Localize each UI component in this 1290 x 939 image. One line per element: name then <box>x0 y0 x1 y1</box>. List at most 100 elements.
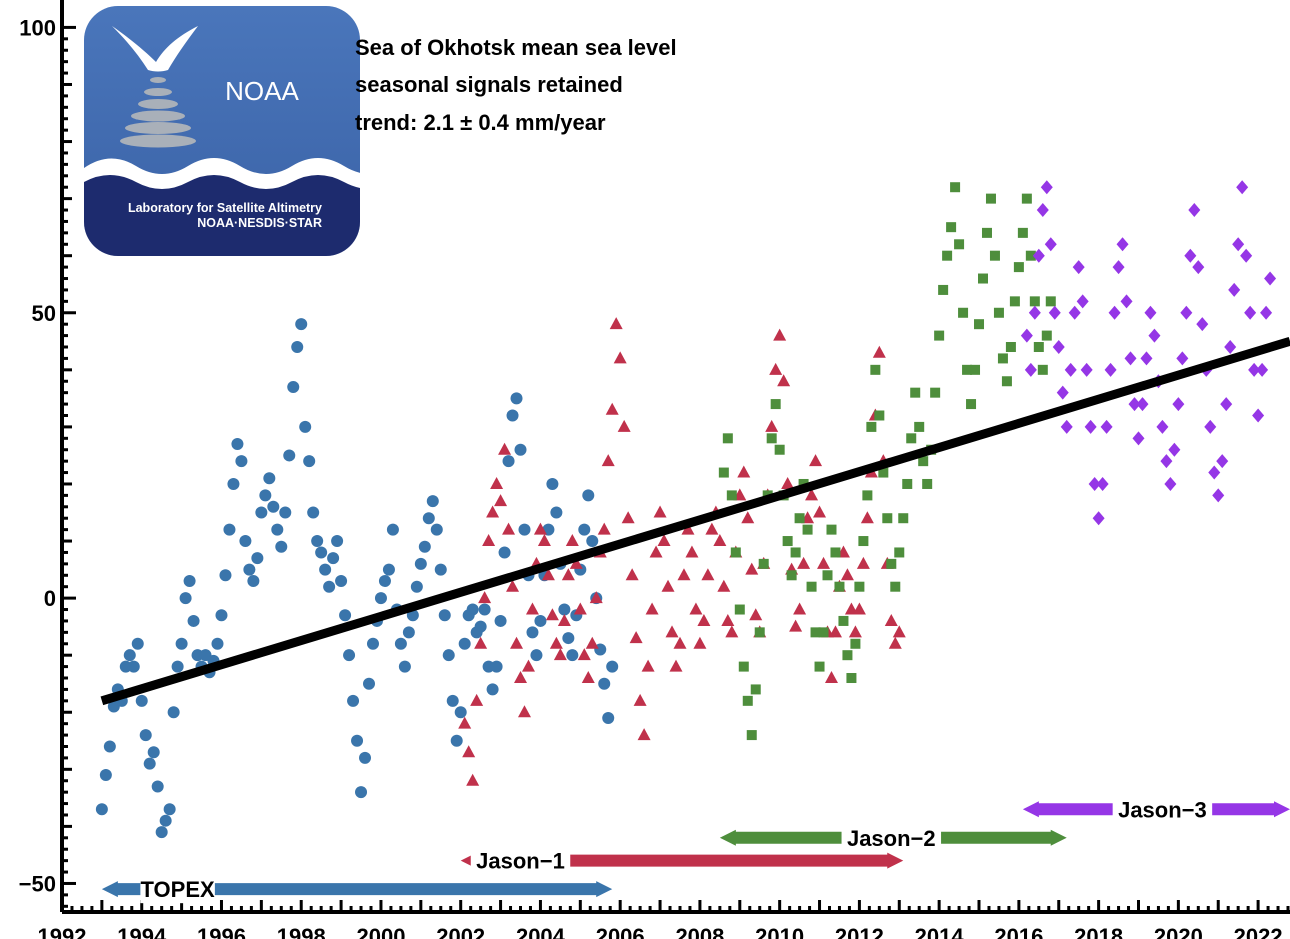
data-point <box>127 660 140 673</box>
data-point <box>1021 193 1032 204</box>
data-point <box>1037 364 1048 375</box>
data-point <box>637 728 651 741</box>
data-point <box>331 535 344 548</box>
data-point <box>494 494 508 507</box>
data-point <box>818 627 829 638</box>
data-point <box>765 419 779 432</box>
data-point <box>942 250 953 261</box>
data-point <box>605 402 619 415</box>
data-point <box>606 660 619 673</box>
data-point <box>283 449 296 462</box>
data-point <box>930 387 941 398</box>
data-point <box>1092 511 1105 526</box>
data-point <box>430 523 443 536</box>
data-point <box>163 803 176 816</box>
data-point <box>235 455 248 468</box>
data-point <box>625 568 639 581</box>
data-point <box>287 380 300 393</box>
data-point <box>609 317 623 330</box>
data-point <box>1124 351 1137 366</box>
data-point <box>726 490 737 501</box>
data-point <box>510 392 523 405</box>
data-point <box>99 769 112 782</box>
data-point <box>661 579 675 592</box>
data-point <box>1184 248 1197 263</box>
data-point <box>589 591 603 604</box>
data-point <box>934 330 945 341</box>
data-point <box>993 307 1004 318</box>
data-point <box>545 608 559 621</box>
data-point <box>295 318 308 331</box>
data-point <box>95 803 108 816</box>
data-point <box>745 562 759 575</box>
data-point <box>541 568 555 581</box>
data-point <box>319 563 332 576</box>
data-point <box>793 602 807 615</box>
data-point <box>537 534 551 547</box>
data-point <box>938 284 949 295</box>
logo-lower-panel <box>84 175 360 256</box>
data-point <box>689 602 703 615</box>
data-point <box>1024 362 1037 377</box>
data-point <box>981 227 992 238</box>
data-point <box>139 729 152 742</box>
data-point <box>834 581 845 592</box>
data-point <box>486 505 500 518</box>
data-point <box>810 627 821 638</box>
data-point <box>502 522 516 535</box>
data-point <box>434 563 447 576</box>
data-point <box>147 746 160 759</box>
data-point <box>1100 419 1113 434</box>
data-point <box>394 637 407 650</box>
data-point <box>669 659 683 672</box>
data-point <box>737 465 751 478</box>
data-point <box>758 558 769 569</box>
data-point <box>171 660 184 673</box>
data-point <box>922 478 933 489</box>
mission-bars: TOPEX Jason−1 Jason−2 Jason−3 <box>101 795 1290 904</box>
data-point <box>521 659 535 672</box>
data-point <box>223 523 236 536</box>
data-point <box>888 636 902 649</box>
data-point <box>458 637 471 650</box>
data-point <box>809 454 823 467</box>
annotation-line-2: seasonal signals retained <box>355 72 623 97</box>
data-point <box>750 684 761 695</box>
data-point <box>1044 237 1057 252</box>
data-point <box>562 632 575 645</box>
data-point <box>856 556 870 569</box>
x-tick-label: 1992 <box>38 924 87 939</box>
data-point <box>1017 227 1028 238</box>
data-point <box>1076 294 1089 309</box>
data-point <box>271 523 284 536</box>
data-point <box>721 613 735 626</box>
data-point <box>806 581 817 592</box>
data-point <box>782 536 793 547</box>
data-point <box>842 650 853 661</box>
data-point <box>279 506 292 519</box>
mission-bar: Jason−3 <box>1022 795 1290 824</box>
data-point <box>183 574 196 587</box>
data-point <box>410 580 423 593</box>
data-point <box>602 711 615 724</box>
data-point <box>355 786 368 799</box>
data-point <box>766 433 777 444</box>
x-tick-label: 2020 <box>1154 924 1203 939</box>
data-point <box>1140 351 1153 366</box>
data-point <box>506 579 520 592</box>
data-point <box>553 648 567 661</box>
data-point <box>291 341 304 354</box>
data-point <box>1080 362 1093 377</box>
y-tick-label: 50 <box>32 301 56 326</box>
data-point <box>797 556 811 569</box>
data-point <box>382 563 395 576</box>
x-tick-label: 2006 <box>596 924 645 939</box>
data-point <box>247 574 260 587</box>
data-point <box>1040 180 1053 195</box>
data-point <box>1056 385 1069 400</box>
data-point <box>549 636 563 649</box>
x-tick-label: 2000 <box>356 924 405 939</box>
data-point <box>617 419 631 432</box>
chart-annotation: Sea of Okhotsk mean sea level seasonal s… <box>355 35 677 135</box>
